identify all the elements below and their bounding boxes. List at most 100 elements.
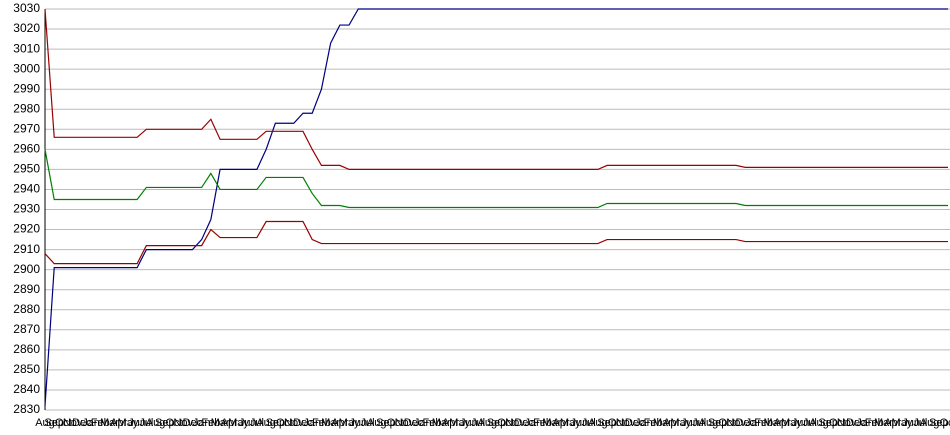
x-tick-label: Mar (211, 417, 230, 429)
x-tick-label: Jul (471, 417, 485, 429)
x-tick-label: Jul (913, 417, 927, 429)
x-tick-label: Oct (608, 417, 625, 429)
x-tick-label: Mar (763, 417, 782, 429)
x-tick-label: Jun (349, 417, 367, 429)
x-tick-label: May (560, 417, 581, 429)
y-tick-label: 3000 (13, 61, 40, 75)
x-tick-label: Sep (44, 417, 64, 429)
y-tick-label: 3030 (13, 1, 40, 15)
series-line (44, 8, 948, 170)
x-tick-label: Oct (939, 417, 950, 429)
x-tick-label: Mar (874, 417, 893, 429)
y-tick-label: 3020 (13, 21, 40, 35)
series-line (44, 220, 948, 265)
x-tick-label: Jun (128, 417, 146, 429)
x-tick-label: Nov (63, 417, 83, 429)
x-tick-label: Jan (303, 417, 321, 429)
x-tick-label: Sep (818, 417, 838, 429)
y-tick-label: 2860 (13, 342, 40, 356)
y-tick-label: 2850 (13, 362, 40, 376)
x-tick-label: Aug (367, 417, 387, 429)
x-tick-label: Nov (173, 417, 193, 429)
x-tick-label: Oct (55, 417, 72, 429)
x-tick-label: Oct (387, 417, 404, 429)
x-tick-label: Aug (920, 417, 940, 429)
x-tick-label: Aug (146, 417, 166, 429)
x-tick-label: Nov (284, 417, 304, 429)
x-tick-label: Dec (293, 417, 313, 429)
x-tick-label: Jun (571, 417, 589, 429)
y-tick-label: 2900 (13, 262, 40, 276)
x-tick-label: Apr (110, 417, 127, 429)
x-tick-label: Aug (35, 417, 55, 429)
x-tick-label: Jul (139, 417, 153, 429)
x-tick-label: Apr (331, 417, 348, 429)
x-tick-label: May (339, 417, 360, 429)
y-tick-label: 2910 (13, 242, 40, 256)
x-tick-label: Sep (487, 417, 507, 429)
x-tick-label: Jan (82, 417, 100, 429)
x-tick-label: Feb (754, 417, 773, 429)
x-tick-label: Apr (552, 417, 569, 429)
x-tick-label: Sep (708, 417, 728, 429)
x-tick-label: Apr (442, 417, 459, 429)
x-tick-label: Mar (653, 417, 672, 429)
x-tick-label: Sep (597, 417, 617, 429)
x-tick-label: Jun (681, 417, 699, 429)
x-tick-label: Oct (165, 417, 182, 429)
x-tick-label: Nov (395, 417, 415, 429)
x-tick-label: Aug (477, 417, 497, 429)
x-tick-label: Feb (91, 417, 110, 429)
y-tick-label: 3010 (13, 41, 40, 55)
x-tick-label: Nov (505, 417, 525, 429)
x-tick-label: Oct (829, 417, 846, 429)
x-tick-label: Jan (193, 417, 211, 429)
x-tick-label: Mar (542, 417, 561, 429)
x-tick-label: Aug (256, 417, 276, 429)
x-tick-label: May (781, 417, 802, 429)
x-tick-label: May (118, 417, 139, 429)
x-tick-label: Sep (376, 417, 396, 429)
x-tick-label: Apr (884, 417, 901, 429)
y-tick-label: 2920 (13, 222, 40, 236)
x-tick-label: Nov (616, 417, 636, 429)
x-tick-label: Apr (663, 417, 680, 429)
x-tick-label: Jul (360, 417, 374, 429)
y-tick-label: 2880 (13, 302, 40, 316)
y-tick-label: 2990 (13, 81, 40, 95)
y-tick-label: 2890 (13, 282, 40, 296)
x-tick-label: Feb (312, 417, 331, 429)
x-tick-label: Mar (432, 417, 451, 429)
x-tick-label: Jan (856, 417, 874, 429)
x-tick-label: May (449, 417, 470, 429)
x-tick-label: May (228, 417, 249, 429)
x-tick-label: Sep (266, 417, 286, 429)
x-tick-label: May (670, 417, 691, 429)
x-tick-label: Aug (588, 417, 608, 429)
x-tick-label: Sep (155, 417, 175, 429)
y-tick-label: 2980 (13, 101, 40, 115)
x-tick-label: Apr (221, 417, 238, 429)
x-tick-label: Jun (902, 417, 920, 429)
x-tick-label: Oct (497, 417, 514, 429)
x-tick-label: Feb (423, 417, 442, 429)
x-tick-label: Jun (792, 417, 810, 429)
x-tick-label: Dec (404, 417, 424, 429)
y-tick-label: 2950 (13, 162, 40, 176)
x-tick-label: Jul (803, 417, 817, 429)
x-tick-label: Dec (625, 417, 645, 429)
x-tick-label: Jul (250, 417, 264, 429)
x-tick-label: Jan (414, 417, 432, 429)
x-tick-label: Dec (72, 417, 92, 429)
x-tick-label: Jan (746, 417, 764, 429)
x-tick-label: Feb (201, 417, 220, 429)
x-tick-label: May (892, 417, 913, 429)
x-tick-label: Aug (809, 417, 829, 429)
x-tick-label: Dec (183, 417, 203, 429)
y-tick-label: 2940 (13, 182, 40, 196)
y-tick-label: 2930 (13, 202, 40, 216)
x-tick-label: Sep (929, 417, 949, 429)
x-tick-label: Mar (321, 417, 340, 429)
y-tick-label: 2970 (13, 121, 40, 135)
